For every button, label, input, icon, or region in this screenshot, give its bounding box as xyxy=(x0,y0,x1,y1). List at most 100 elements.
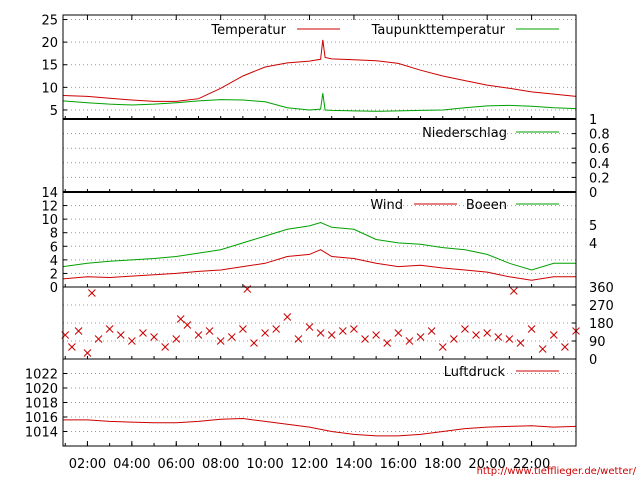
scatter-point xyxy=(305,323,314,331)
y-tick-label: 20 xyxy=(41,36,58,51)
scatter-point-stroke xyxy=(205,327,214,335)
y-tick-label-right: 5 xyxy=(589,219,597,234)
scatter-point xyxy=(183,321,192,329)
scatter-point-stroke xyxy=(74,327,83,335)
scatter-point xyxy=(150,333,158,341)
scatter-point xyxy=(194,331,203,339)
scatter-point xyxy=(483,329,492,337)
scatter-point-stroke xyxy=(94,335,103,343)
scatter-point xyxy=(461,325,469,333)
y-tick-label: 1018 xyxy=(25,397,58,412)
scatter-point xyxy=(394,329,403,337)
scatter-point xyxy=(161,343,170,351)
scatter-point xyxy=(74,327,83,335)
y-tick-label: 2 xyxy=(50,267,58,282)
y-tick-label: 1 xyxy=(589,113,597,128)
scatter-point-stroke xyxy=(361,335,369,343)
scatter-point xyxy=(338,327,347,335)
y-tick-label: 4 xyxy=(50,254,58,269)
scatter-point-stroke xyxy=(509,287,518,295)
series-line-0 xyxy=(62,249,576,281)
y-tick-label: 0.8 xyxy=(589,128,610,143)
scatter-point xyxy=(227,333,236,341)
y-tick-label: 0.4 xyxy=(589,157,610,172)
x-tick-label: 06:00 xyxy=(158,457,195,472)
scatter-point xyxy=(383,339,392,347)
y-tick-label: 1020 xyxy=(25,382,58,397)
y-tick-label: 10 xyxy=(41,213,58,228)
y-tick-label: 0 xyxy=(50,281,58,296)
scatter-point-stroke xyxy=(216,337,225,345)
scatter-point-stroke xyxy=(294,335,303,343)
scatter-point xyxy=(83,349,92,357)
scatter-point xyxy=(561,343,569,351)
series-line-1 xyxy=(62,93,577,112)
scatter-point xyxy=(316,329,325,337)
scatter-point-stroke xyxy=(68,343,76,351)
scatter-point xyxy=(172,335,181,343)
scatter-point-stroke xyxy=(372,331,380,339)
y-tick-label: 180 xyxy=(589,317,614,332)
scatter-point-stroke xyxy=(239,325,247,333)
scatter-point xyxy=(94,335,103,343)
scatter-point-stroke xyxy=(305,323,314,331)
scatter-point xyxy=(294,335,303,343)
scatter-point-stroke xyxy=(561,343,569,351)
scatter-point xyxy=(105,325,114,333)
x-tick-label: 12:00 xyxy=(291,457,328,472)
scatter-point xyxy=(205,327,214,335)
y-tick-label: 0 xyxy=(589,353,597,368)
scatter-point-stroke xyxy=(316,329,325,337)
scatter-point xyxy=(538,345,547,353)
scatter-point-stroke xyxy=(394,329,403,337)
scatter-point xyxy=(509,287,518,295)
y-tick-label: 0.6 xyxy=(589,142,610,157)
scatter-point-stroke xyxy=(338,327,347,335)
scatter-point xyxy=(372,331,380,339)
scatter-point xyxy=(427,327,436,335)
gridlines xyxy=(63,19,576,432)
y-tick-label: 1014 xyxy=(25,426,58,441)
scatter-point-stroke xyxy=(83,349,92,357)
labels: 02:00 04:00 06:00 08:00 10:00 12:00 14:00 16:00… xyxy=(25,14,614,472)
scatter-point xyxy=(116,331,125,339)
scatter-point-stroke xyxy=(461,325,469,333)
scatter-point xyxy=(250,339,258,347)
scatter-point xyxy=(505,335,514,343)
scatter-point xyxy=(272,325,281,333)
scatter-point-stroke xyxy=(416,333,425,341)
scatter-point xyxy=(405,337,414,345)
scatter-point-stroke xyxy=(161,343,170,351)
scatter-point xyxy=(361,335,369,343)
scatter-point xyxy=(283,313,292,321)
y-tick-label: 1016 xyxy=(25,411,58,426)
series-line-pressure xyxy=(63,417,577,437)
scatter-point-stroke xyxy=(176,315,185,323)
scatter-point-stroke xyxy=(283,313,292,321)
scatter-point xyxy=(416,333,425,341)
x-tick-label: 22:00 xyxy=(513,457,550,472)
scatter-point xyxy=(516,339,525,347)
scatter-point xyxy=(494,333,503,341)
series-line-0 xyxy=(62,39,577,102)
scatter-point-stroke xyxy=(172,335,181,343)
scatter-point-stroke xyxy=(472,331,480,339)
scatter-point xyxy=(127,337,136,345)
y-tick-label: 90 xyxy=(589,335,606,350)
scatter-point-stroke xyxy=(88,289,96,297)
scatter-point-stroke xyxy=(438,343,447,351)
scatter-point-stroke xyxy=(261,329,269,337)
scatter-point xyxy=(139,329,147,337)
axes xyxy=(62,14,577,447)
scatter-point-stroke xyxy=(494,333,503,341)
scatter-point xyxy=(239,325,247,333)
x-tick-label: 08:00 xyxy=(202,457,239,472)
scatter-point-stroke xyxy=(327,331,336,339)
scatter-point xyxy=(450,335,458,343)
scatter-point-stroke xyxy=(549,331,558,339)
y-tick-label: 0.2 xyxy=(589,171,610,186)
legend-label: Temperatur xyxy=(210,23,286,38)
scatter-point-stroke xyxy=(194,331,203,339)
